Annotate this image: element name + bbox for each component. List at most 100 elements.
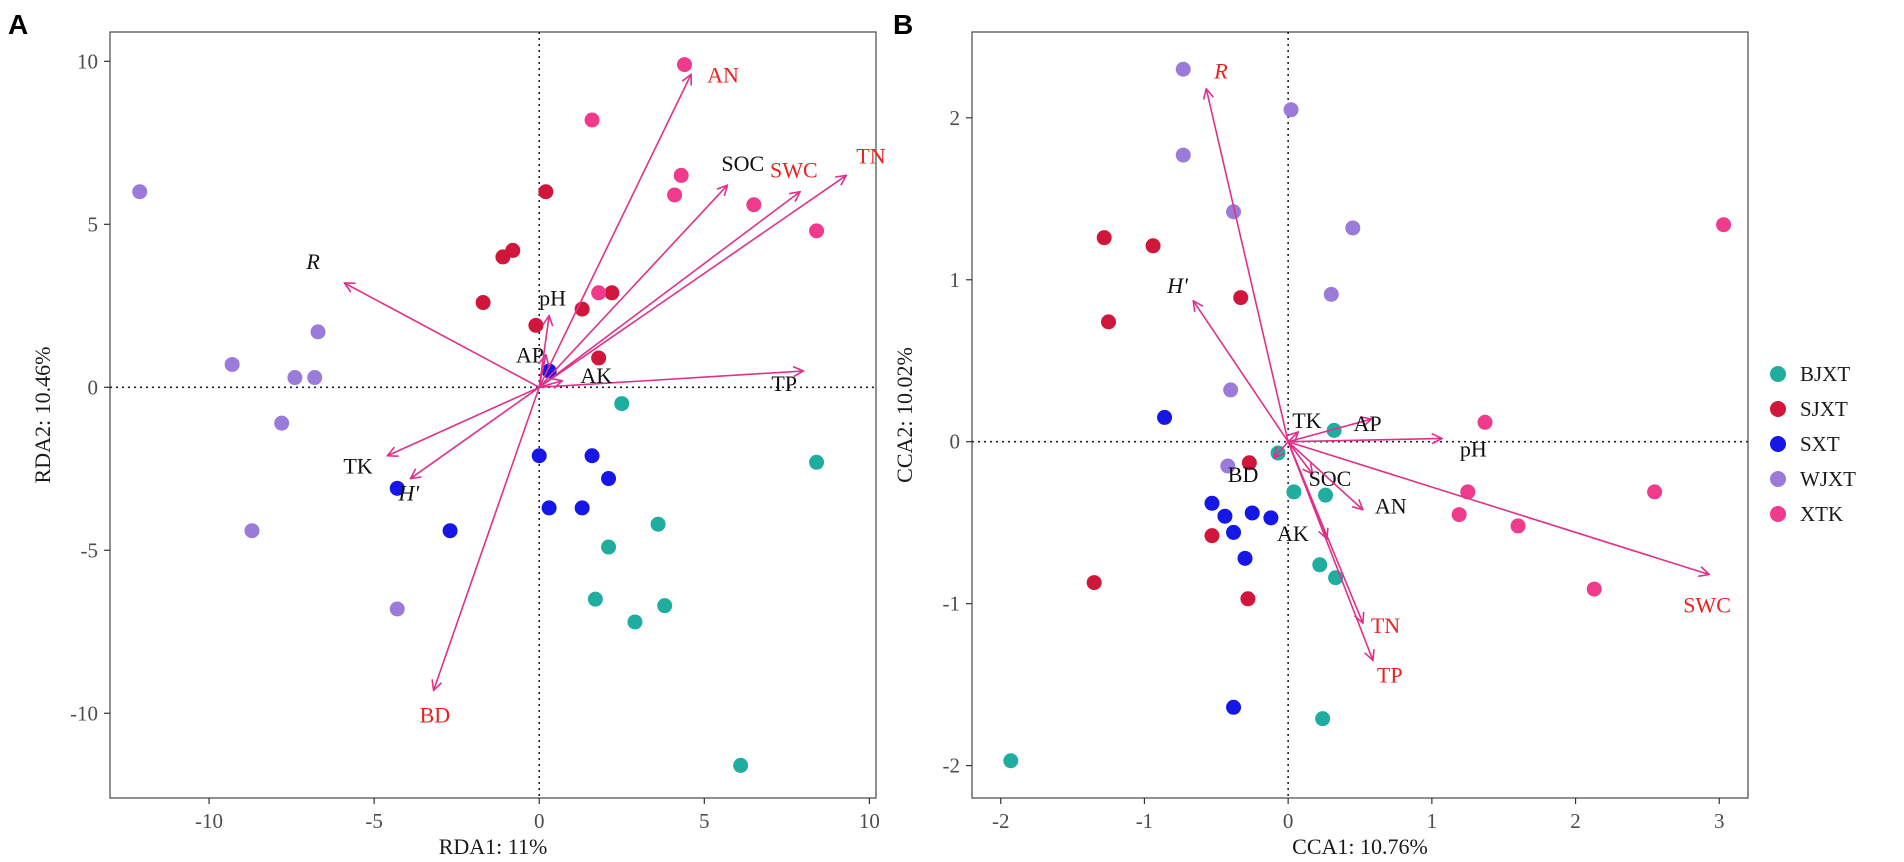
panel-b-vector-label-an: AN — [1375, 494, 1407, 519]
panel-a-vector-label-ak: AK — [580, 363, 612, 388]
panel-b-ytick-label: 2 — [950, 106, 961, 130]
panel-b-point-sjxt — [1101, 314, 1117, 330]
panel-b-ytick-label: 1 — [950, 268, 961, 292]
panel-b-xtick-label: 2 — [1570, 809, 1581, 833]
panel-a-point-sxt — [442, 523, 458, 539]
panel-a-point-wjxt — [244, 523, 260, 539]
panel-b-point-bjxt — [1318, 487, 1334, 503]
panel-a-vector-tp — [539, 371, 803, 389]
panel-a-point-xtk — [746, 197, 762, 213]
panel-a-point-sxt — [601, 471, 617, 487]
panel-b-point-xtk — [1510, 518, 1526, 534]
panel-b-point-sxt — [1244, 505, 1260, 521]
panel-a-vector-label-bd: BD — [420, 702, 451, 727]
panel-b-point-wjxt — [1223, 382, 1239, 398]
panel-b-point-xtk — [1477, 414, 1493, 430]
panel-a-vector-label-soc: SOC — [721, 151, 764, 176]
panel-a-point-bjxt — [601, 539, 617, 555]
panel-b-vector-label-soc: SOC — [1309, 466, 1352, 491]
panel-a-ytick-label: -10 — [70, 701, 98, 725]
panel-b-vector-label-h-prime: H' — [1166, 273, 1188, 298]
panel-b-point-sxt — [1217, 508, 1233, 524]
panel-a-vector-label-tn: TN — [856, 143, 885, 168]
panel-b-vector-h-prime — [1193, 301, 1289, 443]
panel-a-point-sjxt — [538, 184, 554, 200]
panel-a-point-bjxt — [627, 614, 643, 630]
panel-b-vector-ph — [1288, 438, 1442, 441]
panel-b-point-wjxt — [1283, 102, 1299, 118]
legend: BJXT SJXT SXT WJXT XTK — [1770, 362, 1856, 526]
panel-b-point-sjxt — [1086, 575, 1102, 591]
panel-a-point-xtk — [809, 223, 825, 239]
panel-a-point-sjxt — [505, 242, 521, 258]
panel-b-xtick-label: 0 — [1283, 809, 1294, 833]
legend-swatch-bjxt — [1770, 366, 1786, 382]
panel-b-vector-bd — [1274, 441, 1289, 458]
panel-b-x-axis-title: CCA1: 10.76% — [1292, 834, 1428, 859]
panel-a-point-xtk — [667, 187, 683, 203]
panel-a-point-wjxt — [132, 184, 148, 200]
panel-b-xtick-label: 3 — [1714, 809, 1725, 833]
panel-a-y-axis-title: RDA2: 10.46% — [30, 347, 55, 484]
panel-a-point-xtk — [584, 112, 600, 128]
panel-b-vector-label-tk: TK — [1292, 408, 1321, 433]
panel-a-vector-h-prime — [410, 386, 540, 478]
panel-b-point-sjxt — [1240, 591, 1256, 607]
panel-b-point-bjxt — [1312, 557, 1328, 573]
panel-b-point-sxt — [1204, 495, 1220, 511]
panel-a-point-sjxt — [604, 285, 620, 301]
panel-b-point-xtk — [1451, 507, 1467, 523]
panel-b-point-xtk — [1586, 581, 1602, 597]
panel-b-point-sjxt — [1241, 455, 1257, 471]
panel-b-point-sjxt — [1204, 528, 1220, 544]
legend-swatch-xtk — [1770, 506, 1786, 522]
panel-b-vector-label-ph: pH — [1460, 436, 1487, 461]
panel-a-vector-ak — [539, 381, 562, 388]
panel-b-vector-an — [1287, 441, 1363, 510]
panel-b-point-xtk — [1716, 217, 1732, 233]
panel-a-point-sxt — [574, 500, 590, 516]
panel-b-vector-r — [1206, 89, 1289, 442]
panel-b-xtick-label: -1 — [1136, 809, 1154, 833]
legend-label-sjxt: SJXT — [1800, 397, 1848, 421]
legend-swatch-wjxt — [1770, 471, 1786, 487]
panel-b-point-sjxt — [1233, 290, 1249, 306]
panel-a-point-wjxt — [389, 601, 405, 617]
panel-a-point-bjxt — [614, 396, 630, 412]
panel-b-point-wjxt — [1220, 458, 1236, 474]
legend-swatch-sjxt — [1770, 401, 1786, 417]
panel-a-xtick-label: -5 — [365, 809, 383, 833]
panel-a-vector-label-ph: pH — [539, 286, 566, 311]
panel-b-point-sxt — [1226, 524, 1242, 540]
panel-a-xtick-label: 10 — [859, 809, 880, 833]
panel-a-point-wjxt — [287, 370, 303, 386]
panel-a-x-axis-title: RDA1: 11% — [439, 834, 548, 859]
panel-a-vector-soc — [538, 185, 727, 388]
panel-a-point-wjxt — [224, 356, 240, 372]
panel-a-ytick-label: 5 — [88, 212, 99, 236]
panel-b-point-sjxt — [1145, 238, 1161, 254]
panel-b-xtick-label: 1 — [1427, 809, 1438, 833]
panel-b-vector-swc — [1287, 440, 1709, 575]
panel-a-point-bjxt — [809, 454, 825, 470]
panel-a-xtick-label: 0 — [534, 809, 545, 833]
panel-b-cca: -2 -1 0 1 2 3 -2 -1 0 1 2 CCA1: 10.76% CCA2: 10.02% R… — [892, 31, 1749, 859]
panel-a-xtick-label: 5 — [699, 809, 710, 833]
panel-a-vector-an — [538, 74, 691, 388]
panel-a-point-bjxt — [650, 516, 666, 532]
panel-b-point-wjxt — [1175, 61, 1191, 77]
panel-b-xtick-label: -2 — [992, 809, 1010, 833]
panel-b-point-bjxt — [1326, 422, 1342, 438]
panel-a-vector-swc — [538, 192, 800, 388]
panel-b-vector-tk — [1288, 432, 1298, 442]
panel-a-ytick-label: -5 — [81, 538, 99, 562]
panel-b-point-bjxt — [1286, 484, 1302, 500]
panel-a-frame — [109, 31, 877, 799]
panel-b-vector-tp — [1287, 441, 1373, 661]
panel-b-point-xtk — [1460, 484, 1476, 500]
panel-a-vector-label-swc: SWC — [770, 158, 818, 183]
panel-a-point-xtk — [591, 285, 607, 301]
legend-label-bjxt: BJXT — [1800, 362, 1850, 386]
panel-a-point-sxt — [541, 500, 557, 516]
panel-b-point-bjxt — [1003, 753, 1019, 769]
